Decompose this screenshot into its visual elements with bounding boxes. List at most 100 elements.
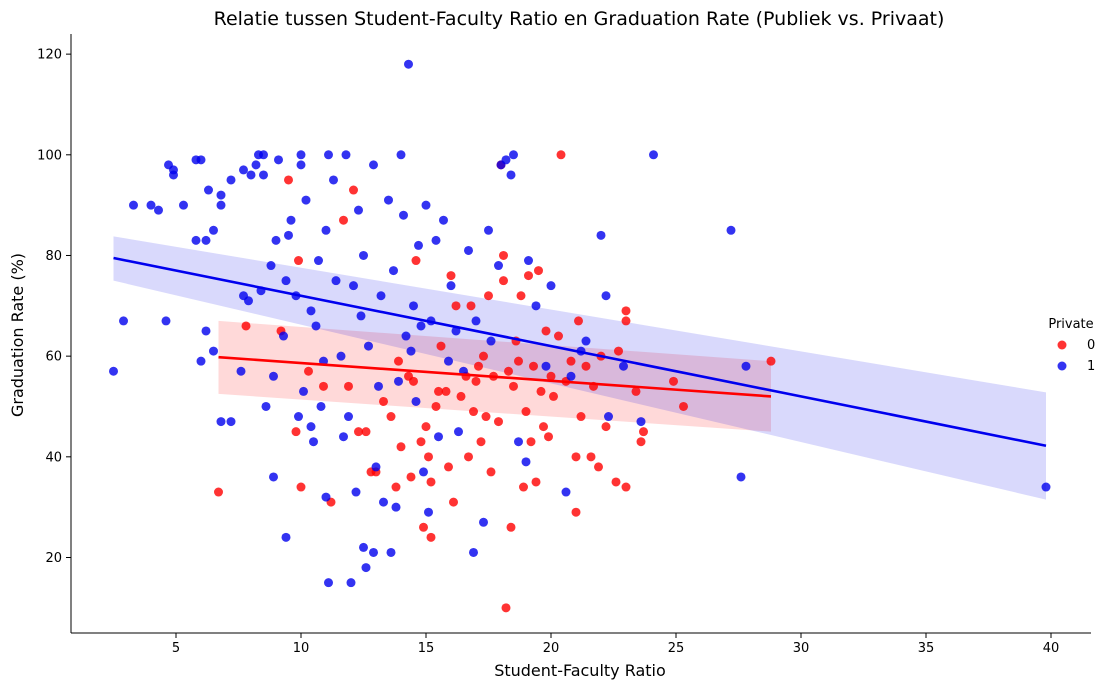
point-series-1 [179, 200, 188, 210]
point-series-0 [426, 532, 436, 542]
point-series-1 [216, 417, 226, 427]
point-series-0 [611, 477, 621, 487]
x-axis-ticks: 5 10 15 20 25 30 35 40 [172, 633, 1059, 656]
point-series-0 [544, 432, 553, 442]
point-series-1 [269, 472, 278, 482]
point-series-1 [281, 532, 291, 542]
legend-marker-1 [1057, 361, 1067, 371]
point-series-1 [331, 276, 341, 286]
point-series-0 [571, 507, 581, 517]
point-series-1 [281, 276, 291, 286]
point-series-0 [484, 291, 493, 301]
point-series-0 [526, 437, 536, 447]
point-series-1 [246, 170, 256, 180]
point-series-1 [259, 150, 268, 160]
point-series-1 [344, 412, 353, 422]
point-series-1 [309, 437, 318, 447]
point-series-1 [109, 366, 118, 376]
regression-lines [113, 256, 1047, 448]
point-series-0 [361, 427, 371, 437]
x-tick-label: 35 [918, 641, 935, 656]
point-series-1 [209, 225, 218, 235]
point-series-0 [296, 482, 306, 492]
point-series-0 [679, 401, 688, 411]
point-series-0 [481, 412, 491, 422]
point-series-1 [359, 250, 368, 260]
point-series-1 [444, 356, 453, 366]
point-series-1 [364, 341, 373, 351]
point-series-0 [456, 391, 466, 401]
confidence-band-series-1 [113, 236, 1046, 500]
point-series-1 [371, 462, 381, 472]
point-series-1 [546, 281, 556, 291]
point-series-1 [469, 547, 478, 557]
point-series-1 [541, 361, 551, 371]
point-series-1 [601, 291, 611, 301]
point-series-1 [301, 195, 311, 205]
point-series-0 [431, 401, 441, 411]
point-series-1 [341, 150, 351, 160]
point-series-1 [419, 467, 428, 477]
point-series-0 [424, 452, 433, 462]
legend-title: Private [1048, 317, 1093, 332]
point-series-0 [419, 522, 428, 532]
point-series-1 [236, 366, 246, 376]
point-series-1 [306, 422, 316, 432]
point-series-0 [594, 462, 603, 472]
point-series-0 [284, 175, 293, 185]
point-series-1 [339, 432, 348, 442]
point-series-0 [539, 422, 548, 432]
point-series-0 [241, 321, 251, 331]
point-series-0 [304, 366, 313, 376]
point-series-0 [386, 412, 396, 422]
point-series-0 [576, 412, 586, 422]
point-series-0 [531, 477, 541, 487]
point-series-1 [349, 281, 358, 291]
point-series-0 [416, 437, 426, 447]
point-series-1 [741, 361, 751, 371]
x-tick-label: 40 [1043, 641, 1060, 656]
point-series-0 [499, 250, 508, 260]
point-series-0 [476, 437, 486, 447]
legend-label-1: 1 [1087, 359, 1095, 374]
point-series-1 [321, 225, 331, 235]
regression-line-series-1 [113, 256, 1047, 448]
point-series-0 [534, 266, 543, 276]
point-series-1 [604, 412, 613, 422]
point-series-1 [359, 542, 368, 552]
point-series-0 [411, 256, 421, 266]
point-series-1 [396, 150, 406, 160]
point-series-1 [259, 170, 268, 180]
point-series-1 [406, 346, 416, 356]
point-series-0 [586, 452, 596, 462]
point-series-1 [226, 417, 236, 427]
point-series-1 [726, 225, 736, 235]
point-series-0 [421, 422, 431, 432]
point-series-0 [471, 376, 481, 386]
point-series-1 [439, 215, 448, 225]
point-series-1 [514, 437, 523, 447]
point-series-0 [614, 346, 623, 356]
point-series-1 [356, 311, 366, 321]
point-series-0 [391, 482, 401, 492]
point-series-0 [394, 356, 403, 366]
point-series-1 [286, 215, 296, 225]
point-series-0 [446, 271, 456, 281]
point-series-1 [299, 386, 308, 396]
y-tick-label: 60 [45, 350, 62, 365]
point-series-1 [1041, 482, 1051, 492]
point-series-1 [169, 165, 178, 175]
point-series-1 [486, 336, 496, 346]
point-series-0 [354, 427, 363, 437]
point-series-1 [506, 170, 516, 180]
point-series-1 [369, 160, 378, 170]
point-series-0 [549, 391, 558, 401]
data-points [109, 59, 1051, 613]
x-axis-label: Student-Faculty Ratio [494, 661, 666, 680]
point-series-0 [486, 467, 496, 477]
point-series-1 [471, 316, 481, 326]
point-series-0 [436, 341, 446, 351]
point-series-1 [201, 326, 211, 336]
point-series-1 [414, 240, 423, 250]
